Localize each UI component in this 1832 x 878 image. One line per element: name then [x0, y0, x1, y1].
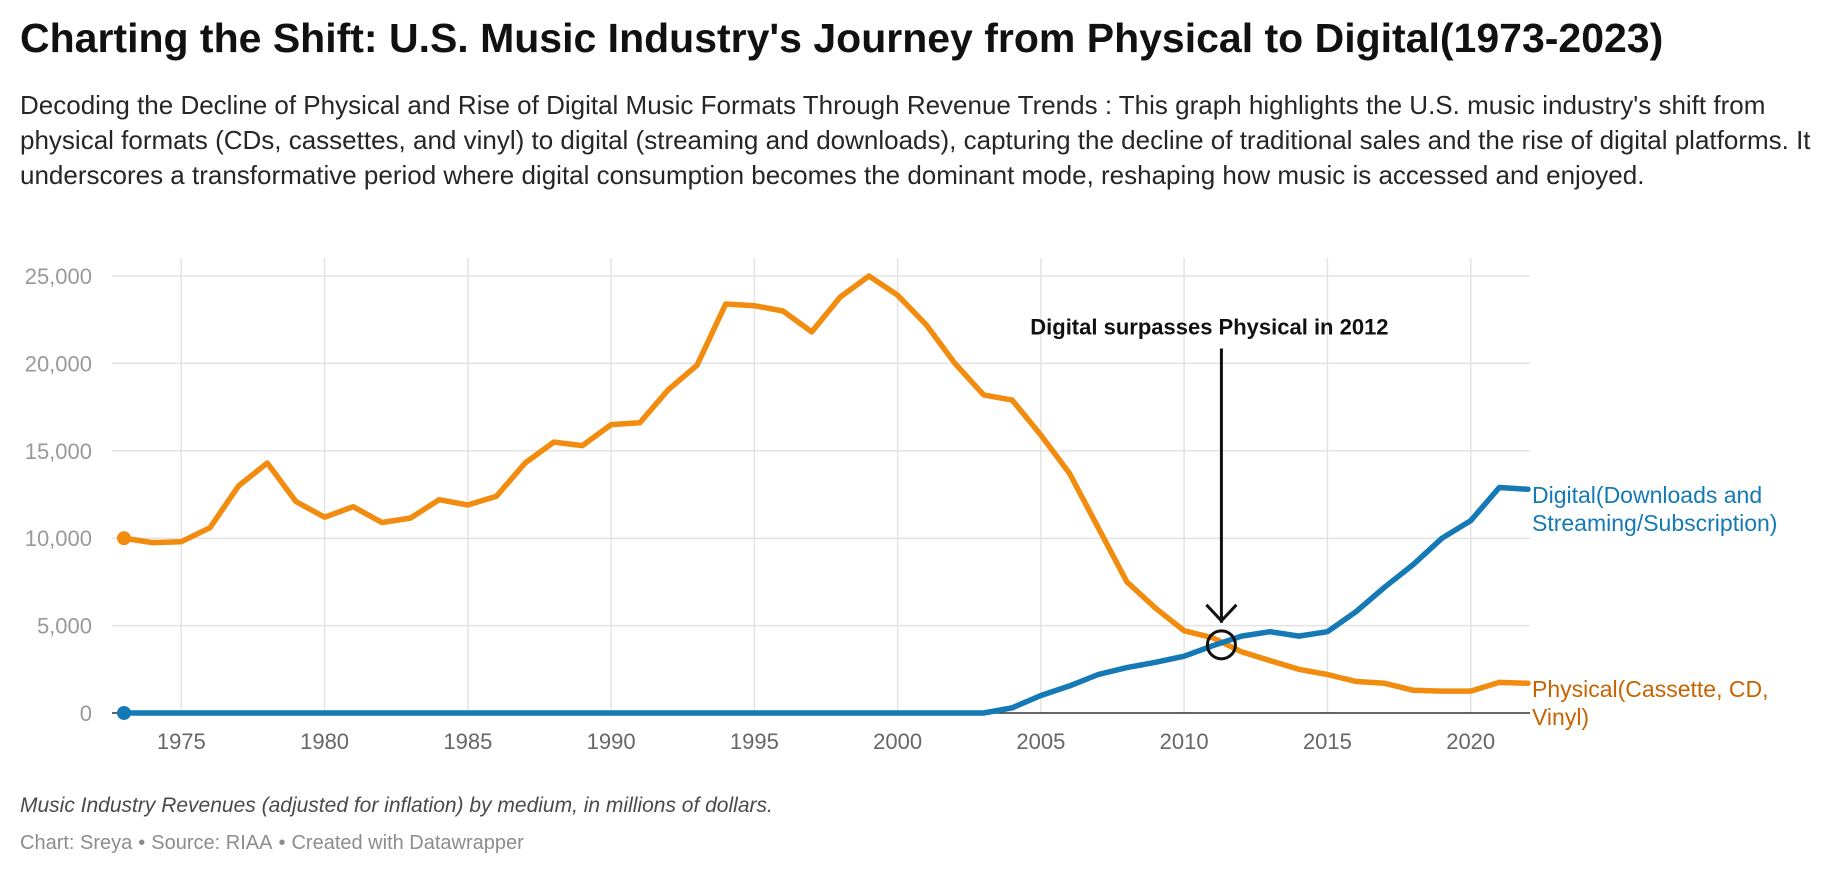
y-tick-label: 5,000 [37, 614, 92, 639]
y-tick-label: 20,000 [25, 351, 92, 376]
annotation-arrow-head [1205, 603, 1238, 624]
x-tick-label: 1975 [157, 729, 206, 754]
chart-subtitle: Decoding the Decline of Physical and Ris… [20, 90, 1811, 190]
y-tick-label: 25,000 [25, 264, 92, 289]
footer-created-with: Created with Datawrapper [291, 832, 524, 854]
chart-title: Charting the Shift: U.S. Music Industry'… [20, 15, 1664, 61]
chart-footer: Chart: Sreya • Source: RIAA • Created with D… [20, 832, 524, 855]
annotation-layer: Digital surpasses Physical in 2012 [1030, 314, 1389, 661]
x-tick-label: 2015 [1303, 729, 1352, 754]
x-tick-label: 2000 [873, 729, 922, 754]
axis-layer: 0 5,000 10,000 15,000 20,000 25,000 1975 1980 19… [25, 264, 1530, 754]
series-label-layer: Digital(Downloads and Streaming/Subscript… [1532, 482, 1777, 730]
series-label-physical: Physical(Cassette, CD, Vinyl) [1532, 676, 1768, 730]
annotation-crossover-circle [1205, 629, 1237, 661]
x-tick-label: 1990 [587, 729, 636, 754]
series-label-line: Vinyl) [1532, 704, 1589, 730]
series-label-line: Streaming/Subscription) [1532, 510, 1777, 536]
series-label-digital: Digital(Downloads and Streaming/Subscript… [1532, 482, 1777, 536]
series-line-digital [121, 484, 1531, 716]
chart-note: Music Industry Revenues (adjusted for in… [20, 794, 773, 817]
footer-chart-by: Chart: Sreya [20, 832, 133, 854]
x-tick-label: 1980 [300, 729, 349, 754]
x-tick-label: 2005 [1016, 729, 1065, 754]
series-label-line: Digital(Downloads and [1532, 482, 1762, 508]
footer-source: Source: RIAA [151, 832, 273, 854]
series-layer [117, 273, 1531, 720]
x-tick-label: 2020 [1446, 729, 1495, 754]
y-tick-label: 0 [80, 701, 92, 726]
x-tick-label: 1995 [730, 729, 779, 754]
x-tick-label: 1985 [443, 729, 492, 754]
footer-separator: • [138, 832, 146, 854]
series-start-point-digital [117, 706, 131, 720]
series-line-physical [121, 273, 1531, 694]
x-tick-label: 2010 [1160, 729, 1209, 754]
y-tick-label: 10,000 [25, 526, 92, 551]
annotation-label: Digital surpasses Physical in 2012 [1030, 314, 1388, 339]
footer-separator: • [278, 832, 286, 854]
series-label-line: Physical(Cassette, CD, [1532, 676, 1768, 702]
series-start-point-physical [117, 531, 131, 546]
y-tick-label: 15,000 [25, 439, 92, 464]
grid-layer [112, 258, 1530, 713]
